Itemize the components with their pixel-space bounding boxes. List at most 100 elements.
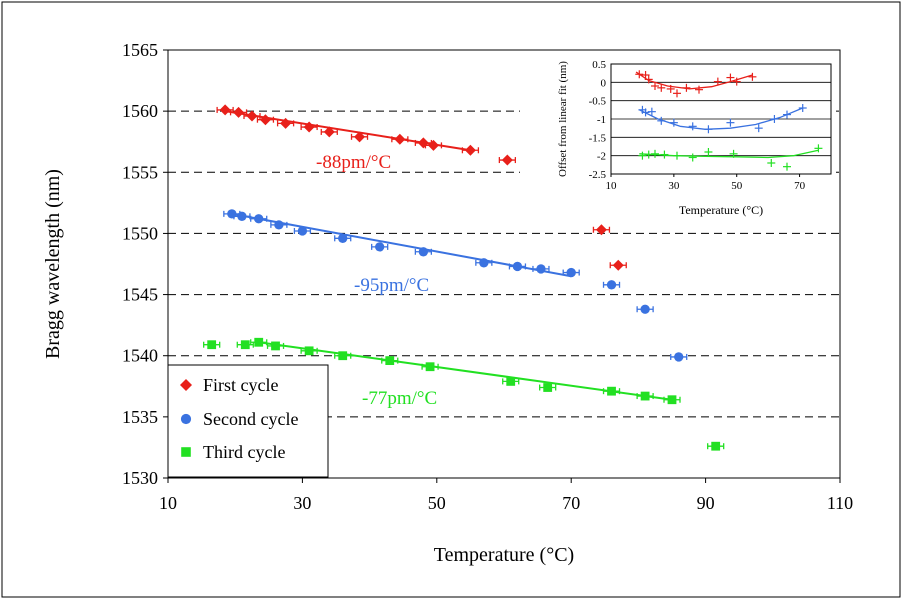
main-x-tick-label: 30: [293, 493, 311, 513]
inset-point-series-0: [641, 71, 650, 79]
inset-point-series-1: [669, 118, 678, 127]
inset-point-series-2: [673, 151, 681, 160]
data-point-series-1: [334, 233, 352, 243]
data-point-series-0: [391, 133, 409, 145]
inset-data-points: [635, 70, 823, 171]
square-marker: [425, 362, 435, 372]
circle-marker: [237, 211, 247, 221]
diamond-marker: [612, 259, 624, 271]
inset-point-series-0: [748, 72, 757, 81]
inset-point-series-2: [767, 159, 776, 167]
square-marker: [385, 356, 395, 366]
data-point-series-2: [266, 341, 285, 351]
main-plot: 1530 1535 1540 1545 1550 1555 1560 1565 10 30 50 7…: [42, 40, 853, 566]
data-point-series-1: [270, 220, 288, 230]
inset-y-axis-label: Offset from linear fit (nm): [557, 61, 569, 177]
inset-point-series-1: [798, 104, 807, 112]
inset-point-series-2: [638, 151, 647, 160]
data-point-series-0: [592, 224, 611, 236]
main-y-tick-label: 1545: [122, 285, 158, 305]
diamond-marker: [354, 131, 366, 143]
main-y-ticks: 1530 1535 1540 1545 1550 1555 1560 1565: [122, 40, 168, 488]
data-point-series-0: [300, 121, 318, 133]
inset-point-series-1: [688, 122, 697, 131]
diamond-marker: [427, 139, 439, 151]
diamond-marker: [233, 106, 245, 118]
inset-y-tick-label: 0.5: [592, 59, 606, 71]
main-y-tick-label: 1540: [122, 346, 158, 366]
diamond-marker: [246, 110, 258, 122]
square-marker: [711, 441, 721, 451]
main-y-tick-label: 1535: [122, 407, 158, 427]
data-point-series-1: [475, 258, 493, 268]
inset-point-series-0: [651, 82, 659, 90]
diamond-marker: [323, 126, 335, 138]
data-point-series-2: [421, 362, 439, 372]
inset-point-series-1: [641, 108, 650, 117]
inset-point-series-1: [647, 107, 656, 116]
inset-x-tick-label: 50: [731, 180, 743, 192]
inset-plot-area: [610, 63, 832, 175]
inset-point-series-0: [657, 83, 666, 92]
inset-y-tick-label: -1: [597, 114, 606, 126]
data-point-series-1: [670, 352, 688, 362]
data-point-series-1: [250, 214, 268, 224]
square-marker: [240, 340, 250, 350]
main-plot-area: [167, 49, 841, 479]
data-point-series-2: [636, 391, 654, 401]
inset-point-series-1: [704, 125, 713, 134]
legend-diamond-marker: [180, 379, 192, 391]
inset-point-series-1: [770, 115, 779, 123]
circle-marker: [606, 280, 617, 290]
main-x-tick-label: 50: [428, 493, 446, 513]
inset-x-tick-label: 30: [668, 180, 680, 192]
data-point-series-0: [229, 106, 248, 118]
data-point-series-2: [707, 441, 725, 451]
circle-marker: [640, 304, 650, 314]
inset-point-series-0: [666, 84, 675, 93]
inset-point-series-0: [682, 83, 691, 92]
inset-point-series-0: [635, 70, 644, 79]
data-point-series-0: [276, 117, 295, 129]
main-y-tick-label: 1550: [122, 223, 158, 243]
main-x-tick-label: 90: [697, 493, 715, 513]
inset-point-series-0: [713, 77, 722, 86]
circle-marker: [418, 247, 429, 257]
square-marker: [607, 386, 616, 396]
data-point-series-1: [233, 211, 251, 221]
main-x-axis-label: Temperature (°C): [434, 544, 574, 566]
main-y-tick-label: 1530: [122, 468, 158, 488]
data-point-series-2: [334, 351, 352, 361]
inset-y-tick-label: -2: [597, 151, 606, 163]
inset-y-tick-label: 0: [601, 77, 607, 89]
legend-label-third-cycle: Third cycle: [203, 442, 285, 462]
square-marker: [543, 383, 553, 392]
inset-point-series-0: [695, 85, 703, 94]
legend-square-marker: [181, 447, 191, 457]
legend-label-second-cycle: Second cycle: [203, 409, 298, 429]
inset-x-axis-label: Temperature (°C): [679, 203, 763, 217]
data-point-series-0: [498, 154, 517, 166]
inset-y-tick-label: -0.5: [589, 96, 607, 108]
square-marker: [304, 346, 314, 356]
data-point-series-2: [502, 376, 520, 386]
circle-marker: [479, 258, 489, 268]
data-point-series-2: [602, 386, 621, 396]
circle-marker: [674, 352, 684, 362]
diamond-marker: [303, 121, 315, 133]
inset-y-ticks: 0.5 0 -0.5 -1 -1.5 -2 -2.5: [589, 59, 607, 181]
inset-point-series-1: [783, 110, 791, 119]
third-cycle-slope-label: -77pm/°C: [362, 388, 437, 409]
main-x-tick-label: 10: [159, 493, 177, 513]
circle-marker: [227, 209, 237, 219]
data-point-series-2: [381, 356, 399, 366]
inset-point-series-2: [688, 153, 697, 162]
inset-y-tick-label: -2.5: [589, 169, 607, 181]
diamond-marker: [501, 154, 513, 166]
inset-point-series-0: [726, 73, 735, 82]
inset-point-series-1: [657, 116, 666, 125]
circle-marker: [375, 242, 385, 252]
data-point-series-1: [532, 264, 550, 274]
data-point-series-1: [293, 226, 312, 236]
circle-marker: [536, 264, 546, 274]
